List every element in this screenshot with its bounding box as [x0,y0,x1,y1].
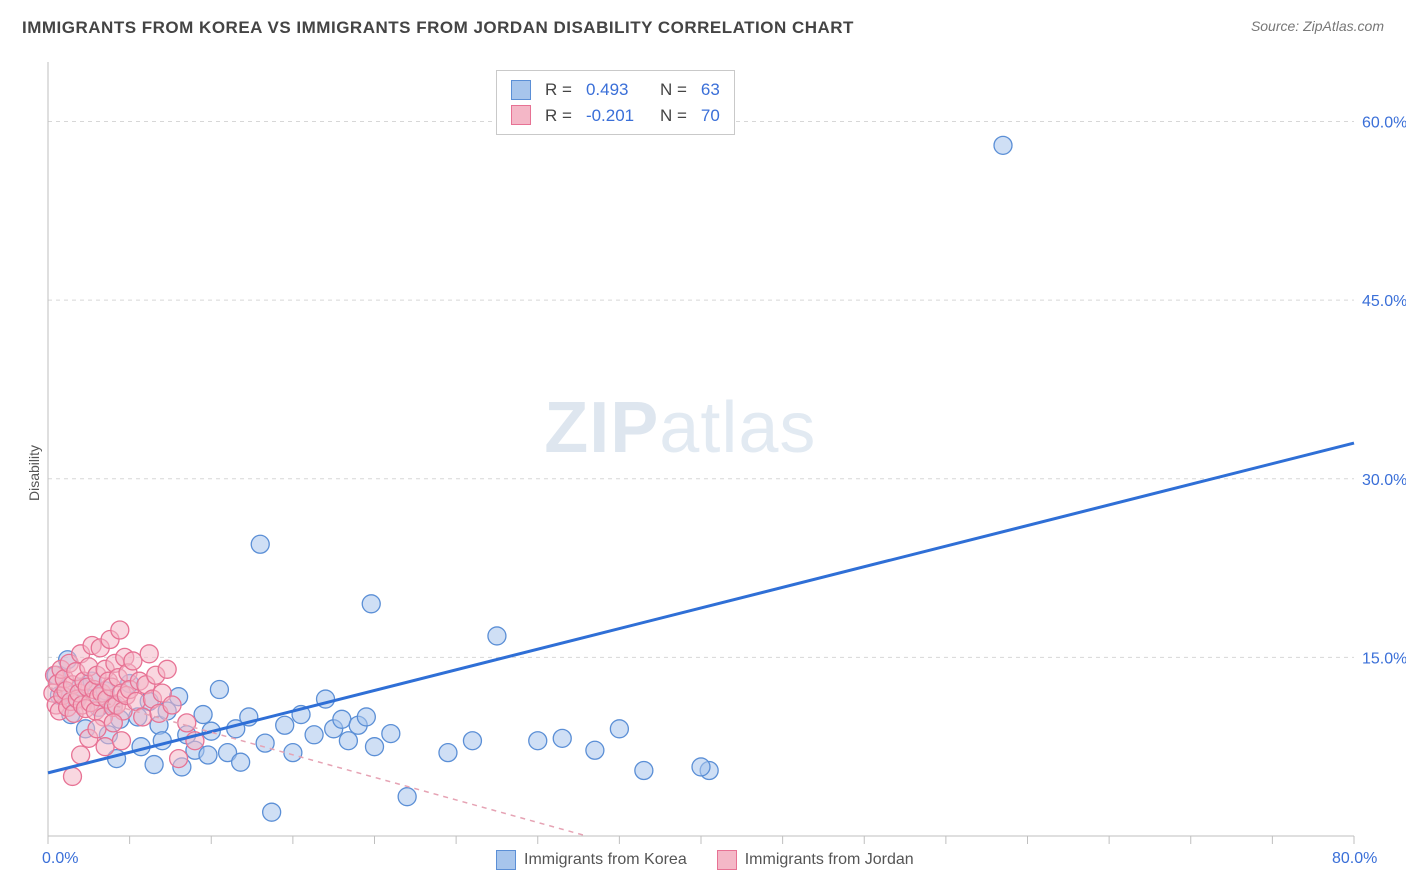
scatter-plot-svg: 15.0% 30.0% 45.0% 60.0% [0,54,1406,892]
chart-header: IMMIGRANTS FROM KOREA VS IMMIGRANTS FROM… [0,0,1406,48]
chart-area: Disability 15.0%30.0%45.0%60.0% ZIPatlas… [0,54,1406,892]
N-value: 70 [701,103,720,129]
stats-row: R = 0.493 N = 63 [511,77,720,103]
svg-text:45.0%: 45.0% [1362,293,1406,310]
source-attribution: Source: ZipAtlas.com [1251,18,1384,34]
y-axis-label: Disability [26,445,42,501]
source-prefix: Source: [1251,18,1303,34]
R-label: R = [545,103,572,129]
chart-title: IMMIGRANTS FROM KOREA VS IMMIGRANTS FROM… [22,18,854,38]
N-label: N = [660,103,687,129]
svg-text:15.0%: 15.0% [1362,650,1406,667]
legend-swatch [496,850,516,870]
x-axis-min-label: 0.0% [42,850,78,868]
R-label: R = [545,77,572,103]
R-value: 0.493 [586,77,646,103]
legend-item: Immigrants from Korea [496,850,687,870]
series-swatch [511,80,531,100]
legend-label: Immigrants from Korea [524,851,687,869]
N-label: N = [660,77,687,103]
N-value: 63 [701,77,720,103]
svg-text:30.0%: 30.0% [1362,472,1406,489]
legend-swatch [717,850,737,870]
correlation-stats-box: R = 0.493 N = 63 R = -0.201 N = 70 [496,70,735,135]
series-swatch [511,105,531,125]
x-axis-max-label: 80.0% [1332,850,1377,868]
source-name: ZipAtlas.com [1303,18,1384,34]
stats-row: R = -0.201 N = 70 [511,103,720,129]
svg-text:60.0%: 60.0% [1362,115,1406,132]
R-value: -0.201 [586,103,646,129]
legend-label: Immigrants from Jordan [745,851,914,869]
legend-item: Immigrants from Jordan [717,850,914,870]
legend-bottom: Immigrants from Korea Immigrants from Jor… [496,850,914,870]
